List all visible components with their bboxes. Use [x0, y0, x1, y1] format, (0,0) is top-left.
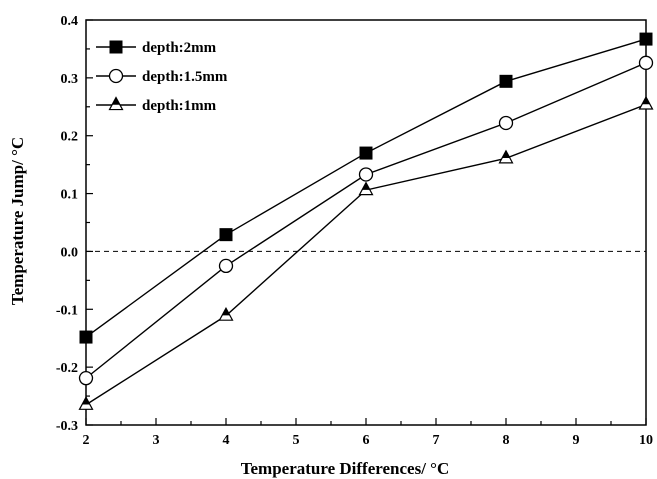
triangle-marker — [78, 396, 94, 410]
square-marker — [109, 40, 123, 54]
triangle-fill — [112, 97, 120, 105]
series-2 — [78, 55, 654, 386]
triangle-fill — [642, 97, 650, 105]
legend-label: depth:1mm — [142, 98, 217, 114]
triangle-fill — [222, 308, 230, 316]
y-tick-label: -0.1 — [56, 303, 78, 318]
y-tick-label: -0.3 — [56, 419, 78, 434]
circle-marker — [108, 68, 124, 84]
series-1 — [79, 32, 653, 344]
x-tick-label: 3 — [153, 433, 160, 448]
series-3 — [78, 95, 654, 410]
legend-item: depth:2mm — [96, 40, 217, 56]
x-tick-label: 4 — [223, 433, 230, 448]
legend-label: depth:1.5mm — [142, 69, 228, 85]
x-tick-label: 8 — [503, 433, 510, 448]
triangle-fill — [362, 182, 370, 190]
y-tick-label: 0.4 — [61, 14, 79, 29]
legend-item: depth:1.5mm — [96, 68, 228, 85]
x-tick-label: 2 — [83, 433, 90, 448]
square-marker — [219, 228, 233, 242]
y-axis-ticks: -0.3 -0.2 -0.1 0.0 0.1 0.2 0.3 0.4 — [56, 14, 93, 434]
x-tick-label: 7 — [433, 433, 440, 448]
triangle-fill — [82, 397, 90, 405]
circle-marker — [638, 55, 654, 70]
triangle-marker — [218, 306, 234, 321]
triangle-marker — [638, 95, 654, 110]
square-marker — [359, 146, 373, 160]
circle-marker — [498, 115, 514, 131]
x-axis-ticks: 2 3 4 5 6 7 8 9 10 — [83, 418, 653, 448]
series-layer — [78, 32, 654, 410]
legend: depth:2mm depth:1.5mm depth:1mm — [96, 40, 228, 114]
y-tick-label: 0.3 — [61, 72, 79, 87]
y-tick-label: 0.1 — [61, 188, 79, 203]
triangle-marker — [498, 149, 514, 164]
square-marker — [639, 32, 653, 46]
y-tick-label: -0.2 — [56, 361, 78, 376]
y-tick-label: 0.0 — [61, 245, 79, 260]
x-tick-label: 5 — [293, 433, 300, 448]
circle-marker — [218, 258, 234, 274]
x-axis-title: Temperature Differences/ °C — [241, 459, 450, 478]
y-tick-label: 0.2 — [61, 130, 79, 145]
legend-label: depth:2mm — [142, 40, 217, 56]
circle-marker — [78, 370, 94, 386]
circle-marker — [358, 167, 374, 182]
triangle-marker — [108, 96, 124, 111]
square-marker — [499, 74, 513, 88]
legend-item: depth:1mm — [96, 96, 217, 114]
x-tick-label: 9 — [573, 433, 580, 448]
square-marker — [79, 330, 93, 344]
triangle-marker — [358, 181, 374, 196]
x-tick-label: 10 — [639, 433, 653, 448]
x-tick-label: 6 — [363, 433, 370, 448]
triangle-fill — [502, 150, 510, 159]
y-axis-title: Temperature Jump/ °C — [8, 137, 27, 305]
